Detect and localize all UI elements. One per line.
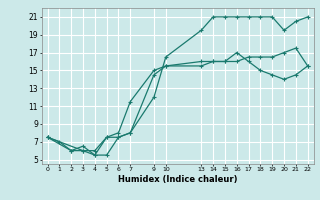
X-axis label: Humidex (Indice chaleur): Humidex (Indice chaleur) — [118, 175, 237, 184]
